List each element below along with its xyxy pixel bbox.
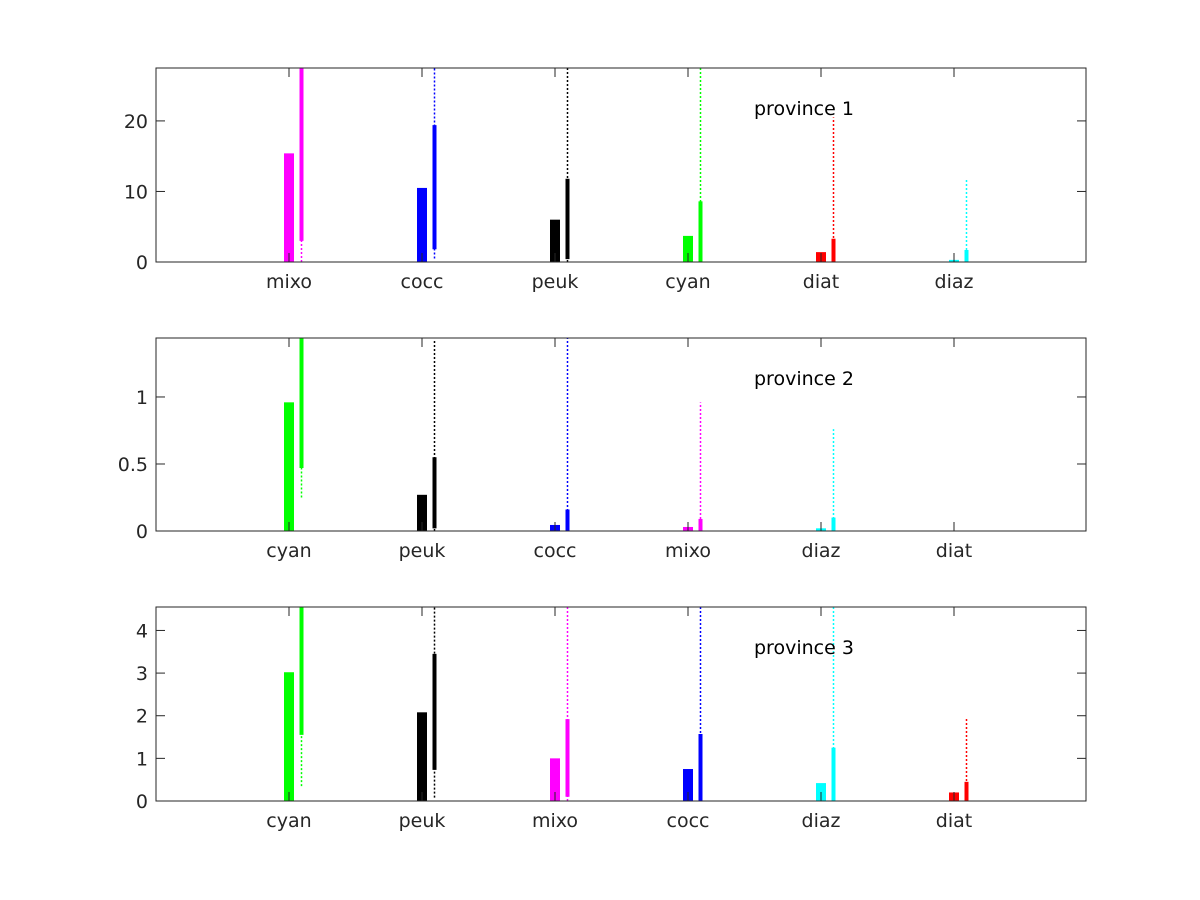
category-label: diaz	[802, 810, 841, 832]
y-tick-label: 0	[136, 791, 148, 813]
category-label: diat	[936, 540, 972, 562]
panel-2: cyan peuk cocc mixo diaz diat 0 0.5 1 province 2	[118, 337, 1087, 562]
bar-cocc	[417, 187, 427, 262]
axes-box	[155, 67, 1087, 263]
category-label: diaz	[802, 540, 841, 562]
category-label: cocc	[667, 810, 710, 832]
bar-peuk	[417, 494, 427, 531]
category-label: cocc	[534, 540, 577, 562]
panel-3: cyan peuk mixo cocc diaz diat 0 1 2 3 4 province 3	[136, 606, 1087, 832]
y-tick-label: 0	[136, 252, 148, 274]
category-label: cyan	[266, 810, 311, 832]
y-tick-label: 1	[136, 387, 148, 409]
panel-title: province 3	[754, 637, 854, 659]
y-tick-label: 3	[136, 663, 148, 685]
category-label: diat	[803, 271, 839, 293]
y-tick-label: 0.5	[118, 454, 148, 476]
bar-mixo	[550, 758, 560, 801]
y-tick-label: 4	[136, 620, 148, 642]
category-label: cyan	[665, 271, 710, 293]
y-tick-label: 20	[124, 111, 148, 133]
bar-cyan	[683, 235, 693, 262]
y-tick-label: 0	[136, 521, 148, 543]
bar-mixo	[284, 153, 294, 262]
bar-cyan	[284, 672, 294, 801]
category-label: mixo	[266, 271, 312, 293]
y-tick-label: 1	[136, 748, 148, 770]
panel-title: province 2	[754, 368, 854, 390]
category-label: peuk	[532, 271, 579, 293]
category-label: peuk	[399, 540, 446, 562]
y-tick-label: 10	[124, 181, 148, 203]
bar-cocc	[683, 769, 693, 801]
category-label: diat	[936, 810, 972, 832]
bar-cyan	[284, 402, 294, 531]
panel-1: mixo cocc peuk cyan diat diaz 0 10 20 province 1	[124, 67, 1087, 293]
category-label: mixo	[665, 540, 711, 562]
category-label: mixo	[532, 810, 578, 832]
bar-peuk	[550, 219, 560, 262]
category-label: peuk	[399, 810, 446, 832]
category-label: diaz	[935, 271, 974, 293]
bar-peuk	[417, 712, 427, 801]
axes-box	[155, 606, 1087, 802]
panel-title: province 1	[754, 98, 854, 120]
category-label: cyan	[266, 540, 311, 562]
category-label: cocc	[401, 271, 444, 293]
y-tick-label: 2	[136, 706, 148, 728]
axes-box	[155, 337, 1087, 532]
